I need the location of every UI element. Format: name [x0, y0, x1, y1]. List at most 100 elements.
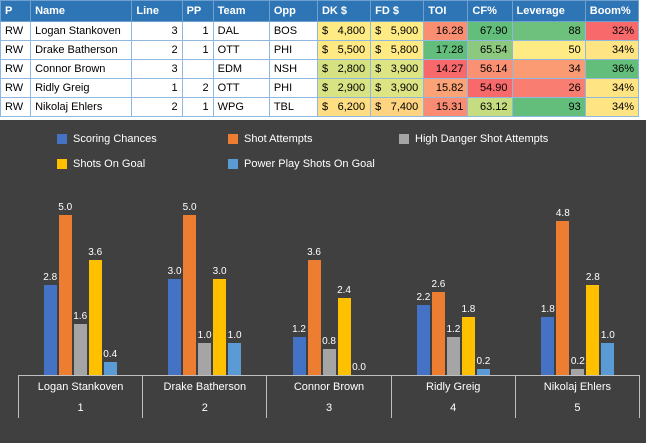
column-header-boom[interactable]: Boom%: [584, 0, 640, 22]
bar-high-danger-shot-attempts[interactable]: [446, 336, 460, 375]
cell-toi[interactable]: 14.27: [423, 59, 469, 79]
column-header-p[interactable]: P: [0, 0, 32, 22]
bar-power-play-shots-on-goal[interactable]: [228, 343, 242, 375]
cell-pp[interactable]: 1: [181, 21, 214, 41]
bar-scoring-chances[interactable]: [416, 304, 430, 375]
column-header-lev[interactable]: Leverage: [511, 0, 586, 22]
cell-line[interactable]: 2: [131, 40, 183, 60]
cell-lev[interactable]: 26: [511, 78, 586, 98]
cell-boom[interactable]: 32%: [584, 21, 640, 41]
legend-item-power-play-shots-on-goal[interactable]: Power Play Shots On Goal: [228, 158, 399, 170]
column-header-dk[interactable]: DK $: [316, 0, 372, 22]
bar-high-danger-shot-attempts[interactable]: [322, 349, 336, 375]
cell-p[interactable]: RW: [0, 21, 32, 41]
bar-high-danger-shot-attempts[interactable]: [571, 368, 585, 375]
legend-item-scoring-chances[interactable]: Scoring Chances: [57, 133, 228, 145]
cell-boom[interactable]: 34%: [584, 97, 640, 117]
cell-line[interactable]: 3: [131, 21, 183, 41]
bar-shots-on-goal[interactable]: [337, 298, 351, 375]
cell-dk[interactable]: $2,800: [316, 59, 372, 79]
column-header-name[interactable]: Name: [30, 0, 133, 22]
cell-opp[interactable]: BOS: [268, 21, 318, 41]
cell-pp[interactable]: 1: [181, 40, 214, 60]
bar-scoring-chances[interactable]: [168, 279, 182, 375]
cell-cf[interactable]: 67.90: [467, 21, 513, 41]
cell-lev[interactable]: 50: [511, 40, 586, 60]
bar-shots-on-goal[interactable]: [213, 279, 227, 375]
cell-boom[interactable]: 34%: [584, 40, 640, 60]
cell-line[interactable]: 3: [131, 59, 183, 79]
cell-boom[interactable]: 36%: [584, 59, 640, 79]
cell-name[interactable]: Nikolaj Ehlers: [30, 97, 133, 117]
bar-high-danger-shot-attempts[interactable]: [198, 343, 212, 375]
bar-power-play-shots-on-goal[interactable]: [601, 343, 615, 375]
cell-lev[interactable]: 88: [511, 21, 586, 41]
cell-cf[interactable]: 65.54: [467, 40, 513, 60]
cell-toi[interactable]: 17.28: [423, 40, 469, 60]
cell-p[interactable]: RW: [0, 59, 32, 79]
bar-shot-attempts[interactable]: [556, 221, 570, 375]
column-header-toi[interactable]: TOI: [423, 0, 469, 22]
cell-toi[interactable]: 15.31: [423, 97, 469, 117]
cell-opp[interactable]: NSH: [268, 59, 318, 79]
cell-pp[interactable]: 1: [181, 97, 214, 117]
cell-fd[interactable]: $3,900: [370, 78, 425, 98]
column-header-line[interactable]: Line: [131, 0, 183, 22]
legend-item-shot-attempts[interactable]: Shot Attempts: [228, 133, 399, 145]
cell-lev[interactable]: 93: [511, 97, 586, 117]
cell-toi[interactable]: 15.82: [423, 78, 469, 98]
cell-name[interactable]: Logan Stankoven: [30, 21, 133, 41]
cell-opp[interactable]: PHI: [268, 40, 318, 60]
bar-power-play-shots-on-goal[interactable]: [103, 362, 117, 375]
column-header-opp[interactable]: Opp: [268, 0, 318, 22]
cell-dk[interactable]: $5,500: [316, 40, 372, 60]
cell-cf[interactable]: 54.90: [467, 78, 513, 98]
cell-name[interactable]: Ridly Greig: [30, 78, 133, 98]
cell-cf[interactable]: 63.12: [467, 97, 513, 117]
cell-fd[interactable]: $7,400: [370, 97, 425, 117]
column-header-cf[interactable]: CF%: [467, 0, 513, 22]
bar-shots-on-goal[interactable]: [88, 259, 102, 375]
cell-line[interactable]: 1: [131, 78, 183, 98]
cell-lev[interactable]: 34: [511, 59, 586, 79]
cell-pp[interactable]: [181, 59, 214, 79]
cell-toi[interactable]: 16.28: [423, 21, 469, 41]
legend-item-shots-on-goal[interactable]: Shots On Goal: [57, 158, 228, 170]
column-header-fd[interactable]: FD $: [370, 0, 425, 22]
cell-name[interactable]: Drake Batherson: [30, 40, 133, 60]
cell-p[interactable]: RW: [0, 78, 32, 98]
cell-team[interactable]: OTT: [212, 40, 270, 60]
cell-p[interactable]: RW: [0, 97, 32, 117]
bar-scoring-chances[interactable]: [292, 336, 306, 375]
legend-item-high-danger-shot-attempts[interactable]: High Danger Shot Attempts: [399, 133, 548, 145]
cell-dk[interactable]: $6,200: [316, 97, 372, 117]
cell-team[interactable]: OTT: [212, 78, 270, 98]
cell-dk[interactable]: $2,900: [316, 78, 372, 98]
bar-shot-attempts[interactable]: [58, 215, 72, 375]
bar-power-play-shots-on-goal[interactable]: [476, 368, 490, 375]
cell-team[interactable]: WPG: [212, 97, 270, 117]
bar-shots-on-goal[interactable]: [461, 317, 475, 375]
cell-fd[interactable]: $5,800: [370, 40, 425, 60]
cell-pp[interactable]: 2: [181, 78, 214, 98]
cell-opp[interactable]: TBL: [268, 97, 318, 117]
bar-shots-on-goal[interactable]: [586, 285, 600, 375]
cell-dk[interactable]: $4,800: [316, 21, 372, 41]
cell-p[interactable]: RW: [0, 40, 32, 60]
cell-cf[interactable]: 56.14: [467, 59, 513, 79]
column-header-team[interactable]: Team: [212, 0, 270, 22]
column-header-pp[interactable]: PP: [181, 0, 214, 22]
cell-team[interactable]: EDM: [212, 59, 270, 79]
bar-shot-attempts[interactable]: [183, 215, 197, 375]
cell-line[interactable]: 2: [131, 97, 183, 117]
cell-fd[interactable]: $5,900: [370, 21, 425, 41]
bar-high-danger-shot-attempts[interactable]: [73, 323, 87, 375]
cell-name[interactable]: Connor Brown: [30, 59, 133, 79]
cell-opp[interactable]: PHI: [268, 78, 318, 98]
cell-boom[interactable]: 34%: [584, 78, 640, 98]
bar-scoring-chances[interactable]: [43, 285, 57, 375]
cell-team[interactable]: DAL: [212, 21, 270, 41]
cell-fd[interactable]: $3,900: [370, 59, 425, 79]
bar-shot-attempts[interactable]: [431, 291, 445, 375]
bar-scoring-chances[interactable]: [541, 317, 555, 375]
